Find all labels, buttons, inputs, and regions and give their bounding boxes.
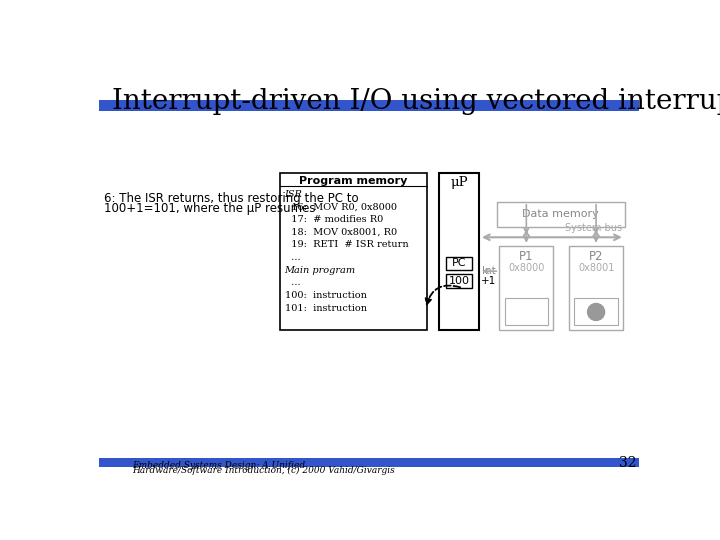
- Text: 0x8000: 0x8000: [508, 262, 544, 273]
- Text: 16:  MOV R0, 0x8000: 16: MOV R0, 0x8000: [284, 202, 397, 211]
- Bar: [575, 298, 618, 325]
- Text: 101:  instruction: 101: instruction: [284, 304, 366, 313]
- Text: Interrupt-driven I/O using vectored interrupt: Interrupt-driven I/O using vectored inte…: [112, 88, 720, 115]
- Bar: [505, 298, 548, 325]
- Text: Hardware/Software Introduction, (c) 2000 Vahid/Givargis: Hardware/Software Introduction, (c) 2000…: [132, 466, 395, 475]
- Bar: [569, 246, 624, 330]
- Text: ...: ...: [284, 279, 300, 287]
- Text: 18:  MOV 0x8001, R0: 18: MOV 0x8001, R0: [284, 228, 397, 237]
- Bar: [99, 457, 639, 467]
- Text: +1: +1: [482, 276, 497, 286]
- Text: 32: 32: [619, 456, 636, 470]
- Text: P1: P1: [519, 249, 534, 262]
- Bar: [499, 246, 554, 330]
- Text: 0x8001: 0x8001: [578, 262, 614, 273]
- Text: 6: The ISR returns, thus restoring the PC to: 6: The ISR returns, thus restoring the P…: [104, 192, 359, 205]
- Text: PC: PC: [451, 259, 466, 268]
- Text: 100+1=101, where the μP resumes: 100+1=101, where the μP resumes: [104, 202, 315, 215]
- Bar: [438, 173, 479, 330]
- Text: Program memory: Program memory: [300, 177, 408, 186]
- Bar: [280, 173, 427, 330]
- Text: P2: P2: [589, 249, 603, 262]
- Text: 100:  instruction: 100: instruction: [284, 291, 366, 300]
- Text: Embedded Systems Design: A Unified: Embedded Systems Design: A Unified: [132, 461, 306, 470]
- Text: ...: ...: [284, 253, 300, 262]
- Text: μP: μP: [450, 177, 468, 190]
- Text: 19:  RETI  # ISR return: 19: RETI # ISR return: [284, 240, 408, 249]
- Circle shape: [588, 303, 605, 320]
- Bar: [446, 256, 472, 271]
- Text: 17:  # modifies R0: 17: # modifies R0: [284, 215, 383, 224]
- Text: Main program: Main program: [284, 266, 356, 275]
- Bar: [446, 274, 472, 288]
- Text: 100: 100: [449, 276, 469, 286]
- Text: Data memory: Data memory: [523, 209, 599, 219]
- Bar: [99, 100, 639, 111]
- Bar: [497, 202, 625, 226]
- Text: Int: Int: [482, 266, 496, 276]
- Text: System bus: System bus: [565, 222, 622, 233]
- Text: ISR: ISR: [284, 190, 302, 199]
